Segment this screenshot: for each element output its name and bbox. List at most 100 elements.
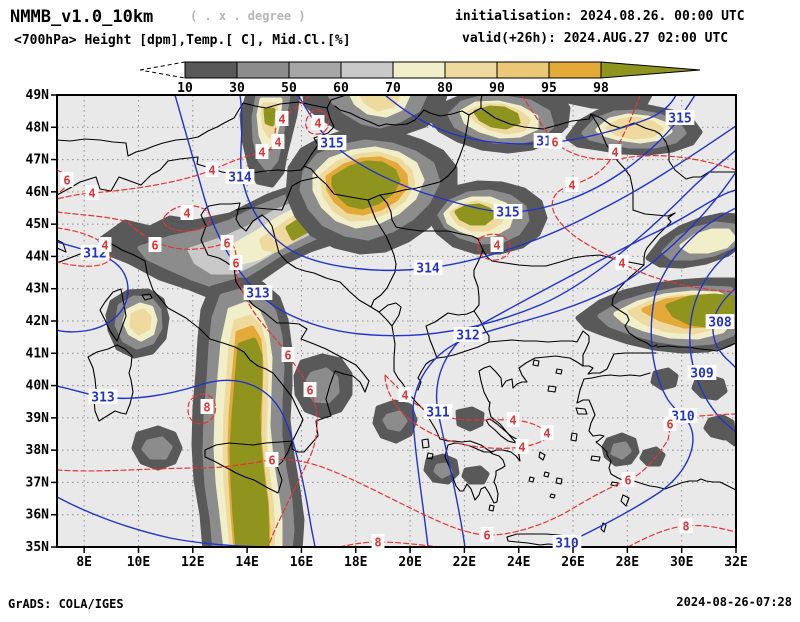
height-contour-label-box — [88, 389, 118, 404]
border-alps — [57, 156, 302, 196]
temp-contour-label-box — [265, 452, 279, 467]
colorbar-tick-label: 98 — [593, 81, 609, 96]
temp-contour-label: 6 — [666, 418, 673, 432]
colorbar-tick-label: 10 — [177, 81, 193, 96]
temp-contour-label: 6 — [624, 474, 631, 488]
axes: 35N 36N 37N 38N 39N 40N 41N 42N 43N 44N 45N 46N 47N 4… — [26, 88, 748, 570]
lon-tick-label: 26E — [561, 555, 584, 570]
border-austria-hungary — [300, 107, 335, 171]
temp-contour-line — [477, 233, 511, 261]
temp-contour-line — [57, 211, 318, 547]
border-france — [57, 239, 67, 253]
temp-contour-label-box — [271, 134, 285, 149]
temp-contour-label: 6 — [223, 237, 230, 251]
temp-contour-line — [551, 95, 736, 293]
cloud-region — [605, 116, 664, 140]
lon-tick-label: 32E — [724, 555, 747, 570]
temp-contour-label-box — [371, 534, 385, 549]
temp-contour-label-box — [565, 177, 579, 192]
temp-contour-line — [162, 204, 211, 232]
lon-tick-label: 28E — [616, 555, 639, 570]
colorbar-segment — [288, 61, 342, 79]
temp-contour-label: 4 — [568, 179, 575, 193]
lat-tick-label: 40N — [26, 379, 50, 394]
lat-tick-label: 36N — [26, 508, 50, 523]
lon-tick-label: 8E — [76, 555, 92, 570]
grads-credit: GrADS: COLA/IGES — [8, 597, 124, 611]
coastline-blacksea-north — [656, 342, 736, 352]
temp-contour-label-box — [148, 237, 162, 252]
lat-tick-label: 43N — [26, 282, 50, 297]
temp-contour-label-box — [615, 255, 629, 270]
cloud-region — [454, 203, 496, 226]
lon-tick-label: 16E — [290, 555, 313, 570]
border-hungary-south — [317, 114, 470, 201]
cloud-region — [650, 367, 679, 391]
height-contour-label-box — [317, 135, 347, 150]
lat-tick-label: 45N — [26, 217, 50, 232]
temp-contour-label: 4 — [258, 146, 265, 160]
temp-contour-label: 4 — [618, 257, 625, 271]
coastline-sicily — [204, 440, 293, 494]
lon-tick-label: 14E — [235, 555, 258, 570]
temp-contour-label: 4 — [274, 136, 281, 150]
temp-contour-label: 6 — [268, 454, 275, 468]
height-contour-label-box — [687, 365, 717, 380]
border-albania-montenegro — [378, 302, 402, 327]
border-hungary-slovakia — [334, 105, 470, 127]
border-macedonia-greece-albania — [417, 341, 490, 391]
temp-contour-label-box — [200, 399, 214, 414]
height-contour-label: 308 — [708, 316, 732, 331]
lat-tick-label: 41N — [26, 346, 50, 361]
temp-contour-label-box — [540, 425, 554, 440]
lon-tick-label: 18E — [344, 555, 367, 570]
temp-contour-label-box — [205, 162, 219, 177]
height-contour-label: 315 — [668, 112, 691, 127]
temp-contour-line — [57, 227, 112, 267]
cloud-region — [724, 426, 736, 447]
height-contour-label: 315 — [496, 206, 519, 221]
height-contour-label-box — [453, 327, 483, 342]
temp-contour-label-box — [515, 439, 529, 454]
temp-contour-label: 4 — [493, 239, 500, 253]
height-contour-label-box — [665, 110, 695, 125]
temp-contour-label: 4 — [611, 146, 618, 160]
colorbar-tick-label: 90 — [489, 81, 505, 96]
temp-contour-label: 4 — [314, 117, 321, 131]
temp-contour-label: 8 — [203, 401, 210, 415]
lon-tick-label: 24E — [507, 555, 530, 570]
height-contour-line — [689, 247, 736, 433]
border-germany-austria-czech — [57, 95, 347, 157]
lat-tick-label: 39N — [26, 411, 50, 426]
lon-tick-label: 30E — [670, 555, 693, 570]
temp-contour-label-box — [548, 134, 562, 149]
height-contour-label-box — [423, 404, 453, 419]
lat-tick-label: 35N — [26, 540, 50, 555]
lon-tick-label: 20E — [398, 555, 421, 570]
height-contour-label-box — [243, 285, 273, 300]
temp-contour-line — [305, 109, 330, 135]
field-title: <700hPa> Height [dpm],Temp.[ C], Mid.Cl.… — [14, 33, 351, 48]
colorbar-tick-label: 95 — [541, 81, 557, 96]
temp-contour-label-box — [98, 237, 112, 252]
temp-contour-line — [339, 541, 441, 547]
lat-tick-label: 46N — [26, 185, 50, 200]
temp-contour-label-box — [506, 412, 520, 427]
cloud-region — [129, 308, 152, 336]
temp-contour-label-box — [490, 237, 504, 252]
model-title: NMMB_v1.0_10km — [10, 7, 153, 27]
height-contour-label: 312 — [456, 329, 479, 344]
height-contour-label: 315 — [320, 137, 343, 152]
temp-contour-label: 4 — [543, 427, 550, 441]
temp-contour-label-box — [85, 185, 99, 200]
height-contour-label-box — [225, 169, 255, 184]
temp-contour-label: 6 — [483, 529, 490, 543]
temp-contour-label-box — [220, 235, 234, 250]
resolution-note: ( . x . degree ) — [190, 9, 306, 23]
temp-contour-label: 6 — [63, 174, 70, 188]
temp-contour-label-box — [60, 172, 74, 187]
temp-contour-label: 6 — [306, 384, 313, 398]
cloud-region — [382, 410, 408, 432]
temp-contour-label: 8 — [374, 536, 381, 550]
